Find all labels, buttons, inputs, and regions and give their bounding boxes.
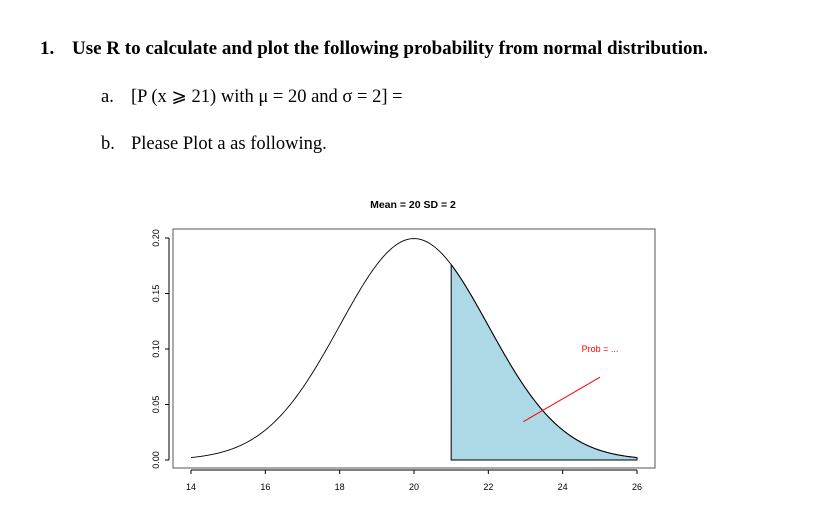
y-tick-label: 0.10	[151, 340, 161, 358]
question-text: Use R to calculate and plot the followin…	[72, 38, 708, 59]
item-a-label: a.	[101, 87, 114, 107]
item-b-text: Please Plot a as following.	[131, 134, 327, 154]
annotation-line	[523, 376, 601, 423]
x-tick-label: 24	[558, 482, 568, 492]
x-tick-label: 20	[409, 482, 419, 492]
y-tick-label: 0.15	[151, 285, 161, 303]
item-a-text: [P (x ⩾ 21) with μ = 20 and σ = 2] =	[131, 87, 403, 107]
x-tick-label: 14	[186, 482, 196, 492]
y-tick-label: 0.05	[151, 396, 161, 414]
x-tick-label: 16	[260, 482, 270, 492]
chart-title: Mean = 20 SD = 2	[370, 199, 456, 211]
density-curve	[190, 238, 638, 458]
item-a: a. [P (x ⩾ 21) with μ = 20 and σ = 2] =	[101, 86, 403, 108]
question-heading: 1. Use R to calculate and plot the follow…	[40, 38, 708, 60]
shaded-probability-area	[450, 263, 638, 461]
x-tick-label: 26	[632, 482, 642, 492]
annotation-label: Prob = ...	[582, 344, 619, 354]
question-number: 1.	[40, 38, 55, 59]
item-b-label: b.	[101, 134, 115, 154]
y-tick-label: 0.00	[151, 451, 161, 469]
x-tick-label: 22	[483, 482, 493, 492]
plot-frame	[172, 228, 656, 469]
y-tick-label: 0.20	[151, 229, 161, 247]
x-tick-label: 18	[335, 482, 345, 492]
item-b: b. Please Plot a as following.	[101, 134, 327, 155]
